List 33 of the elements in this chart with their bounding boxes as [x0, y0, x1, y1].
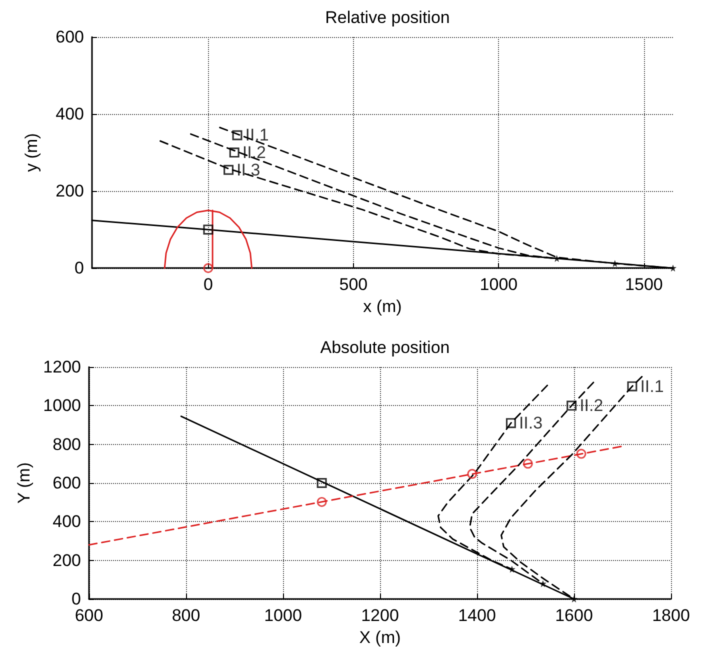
chart-title: Relative position: [325, 8, 450, 27]
x-axis-title: X (m): [359, 628, 401, 647]
x-tick-label: 800: [172, 606, 200, 625]
annotation: II.1: [245, 126, 269, 145]
y-axis-title: y (m): [22, 133, 41, 172]
y-tick-label: 400: [52, 512, 81, 532]
x-tick-label: 1200: [361, 606, 399, 625]
y-tick-label: 600: [52, 474, 81, 492]
y-tick-label: 200: [52, 550, 81, 570]
x-tick-label: 0: [203, 275, 213, 294]
y-tick-label: 200: [56, 182, 84, 201]
annotation: II.2: [580, 396, 604, 416]
x-axis-title: x (m): [363, 297, 402, 316]
annotation: II.3: [236, 160, 260, 180]
x-tick-label: 1500: [625, 275, 663, 294]
x-tick-label: 1000: [480, 275, 518, 294]
chart-title: Absolute position: [320, 338, 450, 357]
annotation: II.2: [242, 143, 266, 162]
x-tick-label: 500: [339, 275, 368, 294]
y-tick-label: 800: [52, 434, 81, 454]
annotation: II.3: [518, 414, 543, 433]
x-tick-label: 1600: [555, 606, 593, 625]
y-axis-title: Y (m): [14, 462, 34, 504]
x-tick-label: 1800: [652, 606, 690, 625]
y-tick-label: 400: [56, 104, 84, 124]
y-tick-label: 0: [74, 258, 84, 278]
annotation: II.1: [640, 376, 664, 396]
y-tick-label: 0: [72, 590, 81, 608]
x-tick-label: 1000: [264, 606, 302, 625]
y-tick-label: 1200: [43, 358, 81, 376]
y-tick-label: 600: [56, 28, 84, 46]
y-tick-label: 1000: [43, 396, 81, 416]
x-tick-label: 1400: [458, 606, 496, 625]
